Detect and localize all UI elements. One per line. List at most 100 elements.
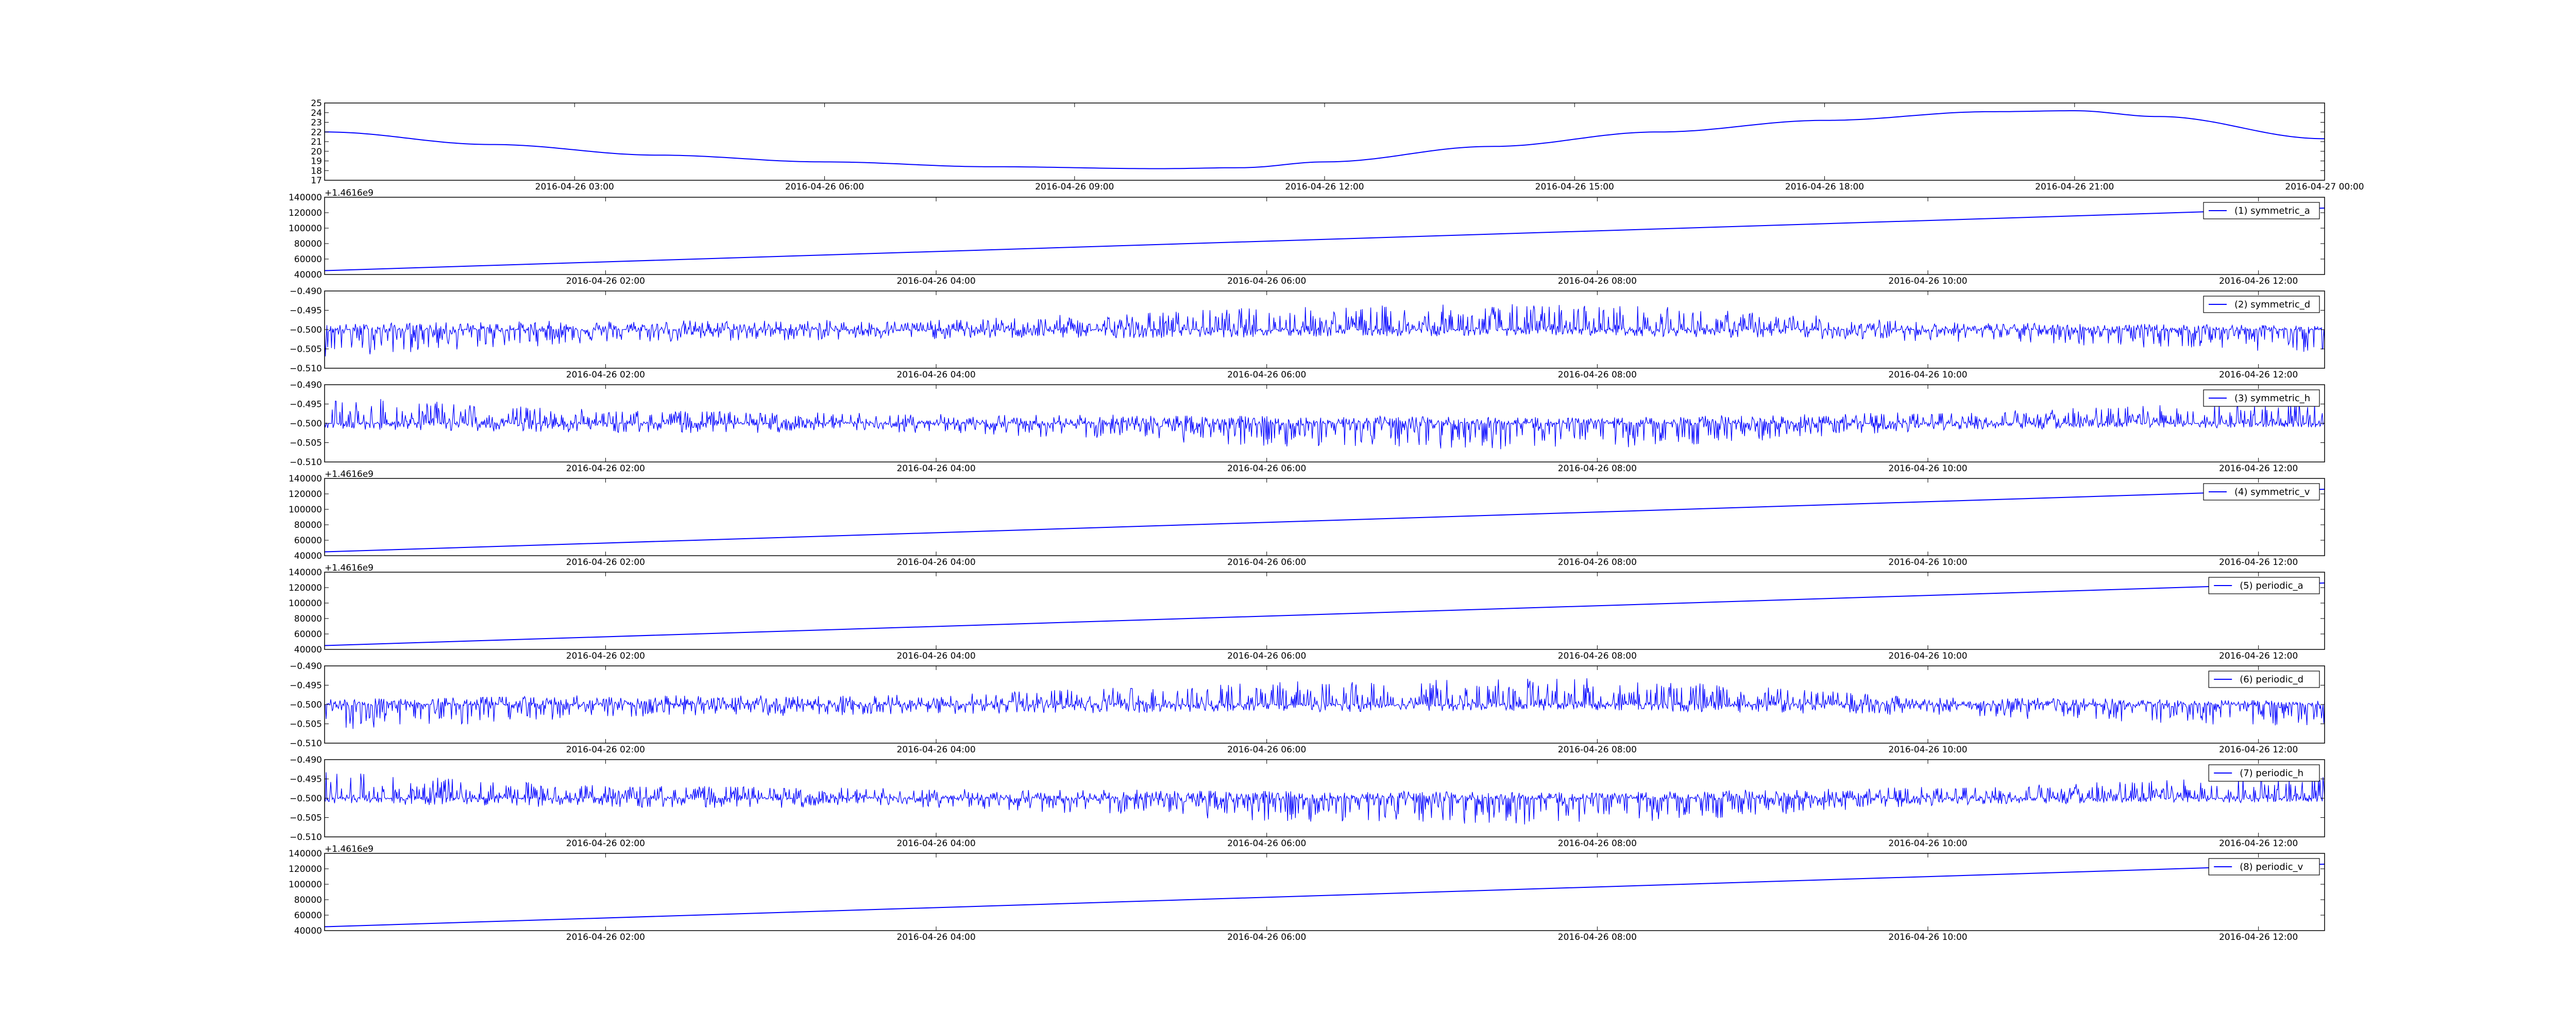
x-tick-label: 2016-04-26 04:00 — [896, 651, 975, 661]
x-tick-label: 2016-04-26 04:00 — [896, 276, 975, 286]
x-tick-label: 2016-04-26 12:00 — [2219, 932, 2298, 942]
y-tick-label: 120000 — [289, 583, 322, 593]
plot-area — [325, 678, 2325, 729]
y-tick-label: 80000 — [294, 520, 322, 530]
plot-area — [325, 582, 2325, 646]
legend: (5) periodic_a — [2208, 577, 2320, 594]
y-tick-label: 100000 — [289, 224, 322, 234]
subplot-6: 40000 60000 80000 100000 120000 140000 2016-04… — [289, 563, 2325, 661]
y-tick-label: 140000 — [289, 849, 322, 859]
y-tick-label: 60000 — [294, 911, 322, 921]
series-line — [325, 399, 2325, 450]
x-tick-label: 2016-04-26 12:00 — [1285, 182, 1364, 192]
y-tick-label: −0.510 — [290, 457, 322, 468]
y-tick-label: −0.505 — [290, 345, 322, 355]
y-tick-label: 140000 — [289, 474, 322, 484]
subplot-3: −0.510 −0.505 −0.500 −0.495 −0.490 2016-04-26… — [290, 286, 2325, 380]
axis-offset-label: +1.4616e9 — [325, 563, 374, 573]
y-tick-label: 60000 — [294, 536, 322, 546]
y-tick-label: 22 — [311, 127, 322, 138]
y-tick-label: −0.505 — [290, 438, 322, 449]
y-tick-label: 60000 — [294, 629, 322, 640]
subplot-5: 40000 60000 80000 100000 120000 140000 2016-04… — [289, 469, 2325, 568]
legend: (4) symmetric_v — [2203, 483, 2320, 501]
x-tick-label: 2016-04-26 04:00 — [896, 464, 975, 474]
x-tick-label: 2016-04-26 12:00 — [2219, 464, 2298, 474]
axis-offset-label: +1.4616e9 — [325, 469, 374, 479]
y-tick-label: −0.500 — [290, 419, 322, 429]
y-tick-label: 40000 — [294, 926, 322, 936]
x-tick-label: 2016-04-26 10:00 — [1888, 838, 1967, 849]
y-tick-label: −0.505 — [290, 719, 322, 730]
legend: (1) symmetric_a — [2203, 202, 2320, 219]
legend-label: (2) symmetric_d — [2234, 299, 2310, 310]
subplot-4: −0.510 −0.505 −0.500 −0.495 −0.490 2016-04-26… — [290, 380, 2325, 474]
subplot-2: 40000 60000 80000 100000 120000 140000 2016-04… — [289, 188, 2325, 286]
y-tick-label: −0.510 — [290, 739, 322, 749]
x-tick-label: 2016-04-26 08:00 — [1558, 838, 1637, 849]
plot-area — [325, 489, 2325, 553]
y-tick-label: −0.495 — [290, 400, 322, 410]
x-tick-label: 2016-04-26 06:00 — [785, 182, 864, 192]
x-tick-label: 2016-04-26 06:00 — [1227, 745, 1306, 755]
x-tick-label: 2016-04-26 04:00 — [896, 745, 975, 755]
y-tick-label: 17 — [311, 176, 322, 186]
y-tick-label: −0.490 — [290, 380, 322, 390]
plot-area — [325, 208, 2325, 271]
x-tick-label: 2016-04-26 12:00 — [2219, 370, 2298, 380]
axis-offset-label: +1.4616e9 — [325, 844, 374, 854]
axes-frame — [324, 197, 2325, 275]
x-tick-label: 2016-04-26 04:00 — [896, 932, 975, 942]
y-tick-label: −0.490 — [290, 755, 322, 765]
y-tick-label: 25 — [311, 98, 322, 109]
x-tick-label: 2016-04-26 06:00 — [1227, 557, 1306, 568]
series-line — [325, 208, 2325, 271]
x-tick-label: 2016-04-27 00:00 — [2285, 182, 2364, 192]
series-line — [325, 678, 2325, 729]
x-tick-label: 2016-04-26 06:00 — [1227, 464, 1306, 474]
plot-area — [325, 304, 2325, 357]
x-tick-label: 2016-04-26 10:00 — [1888, 651, 1967, 661]
x-tick-label: 2016-04-26 10:00 — [1888, 745, 1967, 755]
series-line — [325, 772, 2325, 825]
x-tick-label: 2016-04-26 06:00 — [1227, 651, 1306, 661]
x-tick-label: 2016-04-26 02:00 — [566, 370, 645, 380]
x-tick-label: 2016-04-26 12:00 — [2219, 838, 2298, 849]
y-tick-label: 140000 — [289, 193, 322, 203]
x-tick-label: 2016-04-26 10:00 — [1888, 276, 1967, 286]
y-tick-label: 23 — [311, 118, 322, 128]
x-tick-label: 2016-04-26 08:00 — [1558, 651, 1637, 661]
y-tick-label: 80000 — [294, 614, 322, 624]
x-tick-label: 2016-04-26 04:00 — [896, 370, 975, 380]
x-tick-label: 2016-04-26 08:00 — [1558, 370, 1637, 380]
x-tick-label: 2016-04-26 08:00 — [1558, 745, 1637, 755]
legend-label: (4) symmetric_v — [2234, 487, 2310, 497]
y-tick-label: 24 — [311, 108, 322, 118]
legend-label: (5) periodic_a — [2240, 580, 2303, 591]
y-tick-label: 60000 — [294, 254, 322, 265]
y-tick-label: 40000 — [294, 551, 322, 561]
x-tick-label: 2016-04-26 02:00 — [566, 651, 645, 661]
x-tick-label: 2016-04-26 10:00 — [1888, 370, 1967, 380]
y-tick-label: −0.510 — [290, 364, 322, 374]
x-tick-label: 2016-04-26 15:00 — [1535, 182, 1614, 192]
y-tick-label: 120000 — [289, 489, 322, 500]
x-tick-label: 2016-04-26 08:00 — [1558, 276, 1637, 286]
y-tick-label: 100000 — [289, 505, 322, 515]
plot-area — [325, 864, 2325, 928]
legend-label: (7) periodic_h — [2240, 768, 2303, 779]
y-tick-label: 21 — [311, 137, 322, 147]
x-tick-label: 2016-04-26 02:00 — [566, 464, 645, 474]
y-tick-label: −0.495 — [290, 306, 322, 316]
y-tick-label: 40000 — [294, 270, 322, 280]
x-tick-label: 2016-04-26 08:00 — [1558, 932, 1637, 942]
x-tick-label: 2016-04-26 12:00 — [2219, 651, 2298, 661]
subplot-9: 40000 60000 80000 100000 120000 140000 2016-04… — [289, 844, 2325, 942]
y-tick-label: −0.500 — [290, 325, 322, 335]
y-tick-label: −0.490 — [290, 286, 322, 297]
x-tick-label: 2016-04-26 06:00 — [1227, 932, 1306, 942]
x-tick-label: 2016-04-26 04:00 — [896, 838, 975, 849]
series-line — [325, 864, 2325, 928]
x-tick-label: 2016-04-26 12:00 — [2219, 276, 2298, 286]
y-tick-label: 20 — [311, 147, 322, 157]
